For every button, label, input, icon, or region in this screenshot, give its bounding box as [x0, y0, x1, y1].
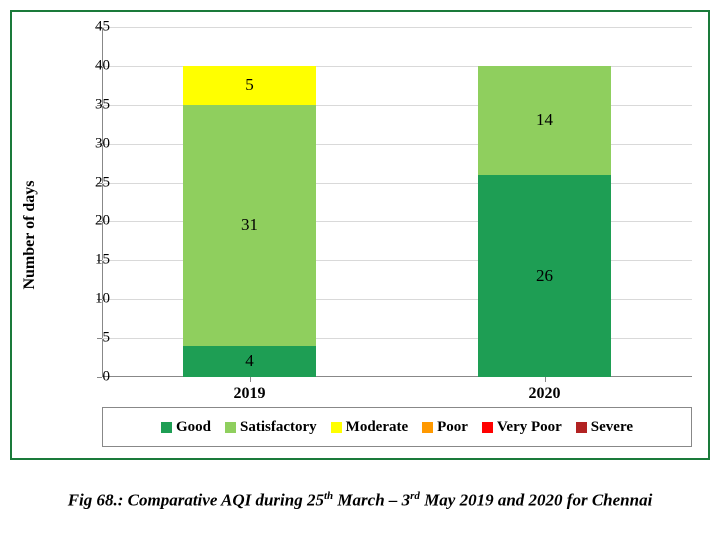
x-category-label: 2019: [234, 385, 266, 403]
legend-label: Severe: [591, 419, 633, 436]
legend-swatch: [225, 422, 236, 433]
legend-swatch: [576, 422, 587, 433]
legend-label: Good: [176, 419, 211, 436]
y-axis-line: [102, 27, 103, 377]
bar-value-label: 26: [478, 266, 611, 286]
bar-value-label: 14: [478, 110, 611, 130]
legend: Good Satisfactory Moderate Poor Very Poor Sev…: [102, 407, 692, 447]
x-tick: [545, 377, 546, 382]
legend-label: Satisfactory: [240, 419, 317, 436]
bar-value-label: 31: [183, 215, 316, 235]
grid-line: [102, 27, 692, 28]
y-tick-label: 20: [80, 213, 110, 230]
y-axis-title: Number of days: [21, 180, 39, 289]
y-tick-label: 5: [80, 330, 110, 347]
chart-frame: Number of days 4 31 5 26 14 Good Satisfactory…: [10, 10, 710, 460]
caption-text: May 2019 and 2020 for Chennai: [420, 491, 652, 510]
y-tick-label: 15: [80, 252, 110, 269]
caption-text: Fig 68.: Comparative AQI during 25: [68, 491, 324, 510]
y-tick-label: 30: [80, 135, 110, 152]
legend-swatch: [482, 422, 493, 433]
legend-item: Satisfactory: [225, 419, 317, 436]
y-tick-label: 25: [80, 174, 110, 191]
bar-value-label: 5: [183, 75, 316, 95]
legend-item: Poor: [422, 419, 468, 436]
legend-item: Very Poor: [482, 419, 562, 436]
y-tick-label: 35: [80, 96, 110, 113]
legend-label: Moderate: [346, 419, 408, 436]
caption-text: March – 3: [333, 491, 410, 510]
legend-item: Severe: [576, 419, 633, 436]
legend-swatch: [331, 422, 342, 433]
y-tick-label: 40: [80, 57, 110, 74]
bar-value-label: 4: [183, 351, 316, 371]
legend-item: Moderate: [331, 419, 408, 436]
legend-swatch: [422, 422, 433, 433]
x-category-label: 2020: [529, 385, 561, 403]
legend-label: Very Poor: [497, 419, 562, 436]
legend-label: Poor: [437, 419, 468, 436]
caption-sup: th: [324, 490, 333, 502]
caption-sup: rd: [410, 490, 420, 502]
y-tick-label: 10: [80, 291, 110, 308]
legend-swatch: [161, 422, 172, 433]
plot-area: 4 31 5 26 14: [102, 27, 692, 377]
y-tick-label: 0: [80, 369, 110, 386]
y-tick-label: 45: [80, 19, 110, 36]
legend-item: Good: [161, 419, 211, 436]
figure-caption: Fig 68.: Comparative AQI during 25th Mar…: [10, 490, 710, 511]
x-tick: [250, 377, 251, 382]
